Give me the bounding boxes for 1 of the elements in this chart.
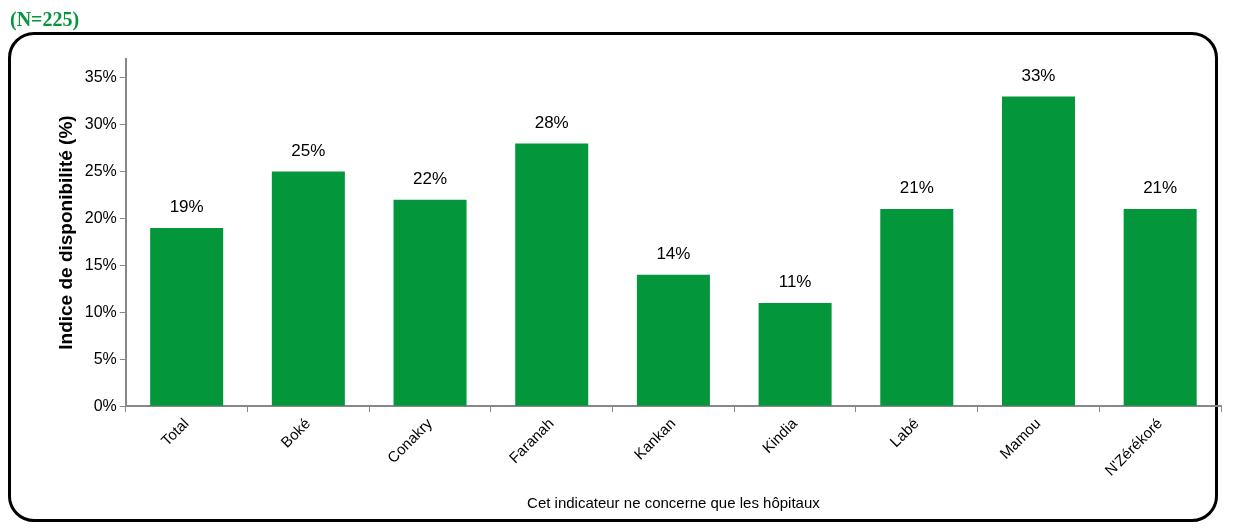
chart-title: (N=225) [10,8,81,30]
